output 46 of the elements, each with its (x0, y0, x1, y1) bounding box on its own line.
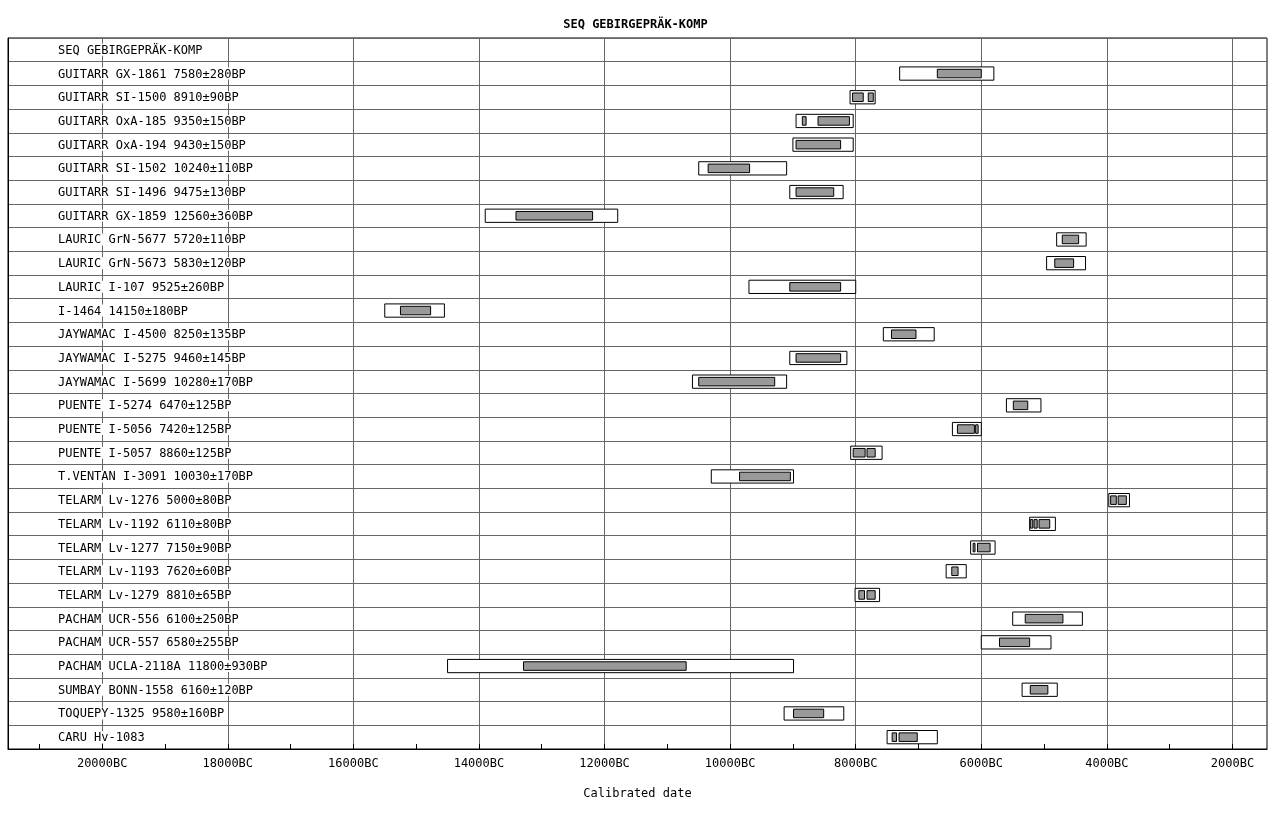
y-tick-label: PACHAM UCR-557 6580±255BP (58, 635, 239, 650)
y-tick-label: JAYWAMAC I-5699 10280±170BP (58, 374, 254, 389)
y-tick-label: GUITARR GX-1861 7580±280BP (58, 66, 246, 81)
y-tick-label: GUITARR GX-1859 12560±360BP (58, 208, 254, 223)
x-tick-label: 4000BC (1085, 756, 1129, 770)
x-tick-label: 16000BC (328, 756, 379, 770)
bar (795, 187, 835, 197)
x-tick-label: 20000BC (76, 756, 128, 770)
y-tick-label: TOQUEPY-1325 9580±160BP (58, 706, 225, 721)
y-tick-label: TELARM Lv-1192 6110±80BP (58, 516, 232, 531)
y-tick-label: PUENTE I-5057 8860±125BP (58, 445, 232, 460)
x-tick-label: 12000BC (579, 756, 630, 770)
x-tick-label: 2000BC (1210, 756, 1255, 770)
y-tick-label: LAURIC GrN-5677 5720±110BP (58, 232, 246, 247)
chart-title: SEQ GEBIRGEPRÄK-KOMP (563, 16, 708, 31)
y-tick-label: GUITARR OxA-185 9350±150BP (58, 113, 246, 128)
y-tick-label: TELARM Lv-1193 7620±60BP (58, 564, 232, 579)
x-tick-label: 10000BC (704, 756, 756, 770)
y-tick-label: PACHAM UCR-556 6100±250BP (58, 611, 239, 626)
y-tick-label: LAURIC GrN-5673 5830±120BP (58, 256, 246, 271)
y-tick-label: JAYWAMAC I-4500 8250±135BP (58, 327, 246, 342)
y-tick-label: GUITARR SI-1500 8910±90BP (58, 90, 239, 105)
x-tick-label: 18000BC (202, 756, 254, 770)
y-tick-label: LAURIC I-107 9525±260BP (58, 279, 225, 294)
x-axis-title: Calibrated date (583, 786, 692, 800)
y-tick-label: PACHAM UCLA-2118A 11800±930BP (58, 659, 268, 674)
x-tick-label: 14000BC (453, 756, 505, 770)
y-tick-label: PUENTE I-5274 6470±125BP (58, 398, 232, 413)
y-tick-label: T.VENTAN I-3091 10030±170BP (58, 469, 254, 484)
x-tick-label: 8000BC (834, 756, 878, 770)
y-tick-label: PUENTE I-5056 7420±125BP (58, 422, 232, 437)
y-tick-label: CARU Hv-1083 (58, 730, 145, 745)
y-tick-label: I-1464 14150±180BP (58, 303, 189, 318)
bar (801, 116, 807, 126)
y-tick-label: TELARM Lv-1276 5000±80BP (58, 493, 232, 508)
y-tick-label: TELARM Lv-1279 8810±65BP (58, 587, 232, 602)
y-tick-label: GUITARR SI-1502 10240±110BP (58, 161, 254, 176)
y-tick-label: SUMBAY BONN-1558 6160±120BP (58, 682, 254, 697)
bar (817, 116, 850, 126)
y-tick-label: GUITARR OxA-194 9430±150BP (58, 137, 246, 152)
y-tick-label: TELARM Lv-1277 7150±90BP (58, 540, 232, 555)
bar (523, 661, 687, 671)
y-tick-label: SEQ GEBIRGEPRÄK-KOMP (58, 41, 203, 57)
y-tick-label: GUITARR SI-1496 9475±130BP (58, 185, 246, 200)
x-tick-label: 6000BC (959, 756, 1003, 770)
y-tick-label: JAYWAMAC I-5275 9460±145BP (58, 350, 246, 365)
